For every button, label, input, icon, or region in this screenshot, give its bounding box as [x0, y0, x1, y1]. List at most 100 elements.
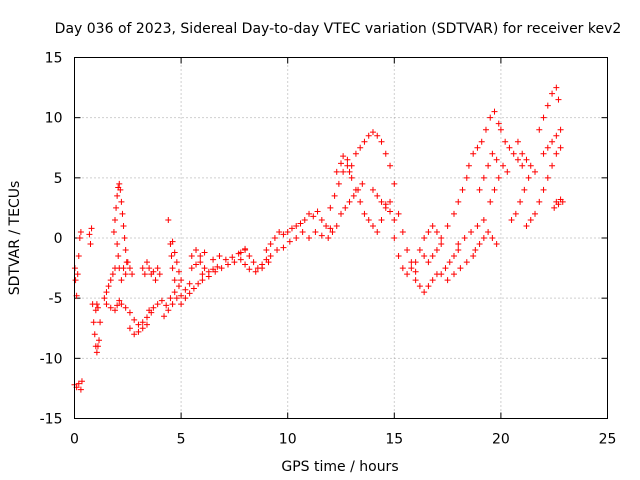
- data-point: [378, 138, 385, 145]
- data-point: [323, 222, 330, 229]
- data-point: [357, 144, 364, 151]
- data-point: [77, 386, 84, 393]
- data-point: [444, 277, 451, 284]
- data-point: [280, 231, 287, 238]
- data-point: [126, 265, 133, 272]
- data-point: [87, 241, 94, 248]
- data-point: [382, 201, 389, 208]
- data-point: [182, 286, 189, 293]
- data-point: [143, 314, 150, 321]
- data-point: [404, 247, 411, 254]
- data-point: [557, 126, 564, 133]
- data-point: [553, 132, 560, 139]
- data-point: [429, 253, 436, 260]
- data-point: [489, 150, 496, 157]
- data-point: [131, 331, 138, 338]
- data-point: [333, 168, 340, 175]
- data-point: [514, 156, 521, 163]
- data-point: [338, 160, 344, 167]
- data-point: [94, 304, 101, 311]
- data-point: [350, 192, 357, 199]
- data-point: [237, 256, 244, 263]
- data-point: [246, 266, 253, 273]
- data-point: [468, 228, 475, 235]
- data-point: [387, 208, 394, 215]
- data-point: [485, 162, 492, 169]
- data-point: [318, 232, 325, 239]
- data-point: [342, 204, 349, 211]
- data-point: [74, 271, 81, 278]
- data-point: [210, 256, 217, 263]
- data-point: [438, 241, 445, 248]
- data-point: [463, 259, 470, 266]
- x-tick-label: 5: [177, 432, 186, 448]
- data-point: [126, 325, 133, 332]
- data-point: [374, 192, 381, 199]
- data-point: [519, 162, 526, 169]
- data-point: [412, 277, 419, 284]
- data-point: [450, 253, 457, 260]
- data-point: [325, 235, 332, 241]
- data-point: [201, 249, 208, 256]
- data-point: [369, 222, 376, 229]
- data-point: [416, 247, 423, 254]
- data-point: [557, 144, 564, 151]
- data-point: [327, 204, 334, 211]
- data-point: [171, 249, 178, 256]
- y-tick-label: -15: [40, 412, 63, 428]
- data-point: [480, 235, 487, 241]
- data-point: [508, 216, 515, 223]
- data-point: [122, 247, 129, 254]
- data-point: [103, 289, 110, 296]
- data-point: [348, 162, 355, 169]
- data-point: [470, 253, 477, 260]
- data-point: [158, 297, 165, 304]
- data-point: [212, 268, 219, 275]
- data-point: [165, 307, 172, 314]
- data-point: [76, 235, 83, 241]
- data-point: [242, 245, 249, 252]
- data-point: [540, 114, 547, 121]
- data-point: [90, 319, 97, 326]
- data-point: [188, 253, 195, 260]
- data-point: [387, 162, 394, 169]
- data-point: [425, 228, 432, 235]
- data-point: [391, 180, 398, 187]
- data-point: [299, 228, 306, 235]
- data-point: [333, 222, 340, 229]
- x-tick-label: 20: [492, 432, 510, 448]
- data-point: [250, 259, 257, 266]
- data-point: [146, 307, 153, 314]
- data-point: [523, 222, 530, 229]
- data-point: [75, 253, 82, 260]
- data-point: [246, 253, 253, 260]
- data-point: [143, 321, 150, 328]
- y-axis-label: SDTVAR / TECUs: [7, 181, 23, 296]
- data-point: [168, 253, 175, 260]
- data-point: [141, 271, 148, 278]
- data-point: [163, 302, 170, 309]
- data-point: [457, 265, 464, 272]
- data-point: [374, 228, 381, 235]
- data-point: [369, 186, 376, 193]
- data-point: [284, 228, 291, 235]
- data-point: [559, 198, 566, 205]
- data-point: [94, 343, 101, 350]
- data-point: [135, 321, 142, 328]
- data-point: [114, 302, 121, 309]
- data-point: [75, 380, 82, 387]
- data-point: [478, 138, 485, 145]
- data-point: [408, 259, 415, 266]
- data-point: [361, 138, 368, 145]
- data-point: [152, 277, 159, 284]
- data-point: [280, 244, 287, 251]
- data-point: [555, 201, 562, 208]
- data-point: [103, 301, 110, 308]
- data-point: [357, 198, 364, 205]
- data-point: [169, 238, 176, 245]
- data-point: [391, 235, 398, 241]
- data-point: [489, 235, 496, 241]
- data-point: [455, 241, 462, 248]
- data-point: [378, 216, 385, 223]
